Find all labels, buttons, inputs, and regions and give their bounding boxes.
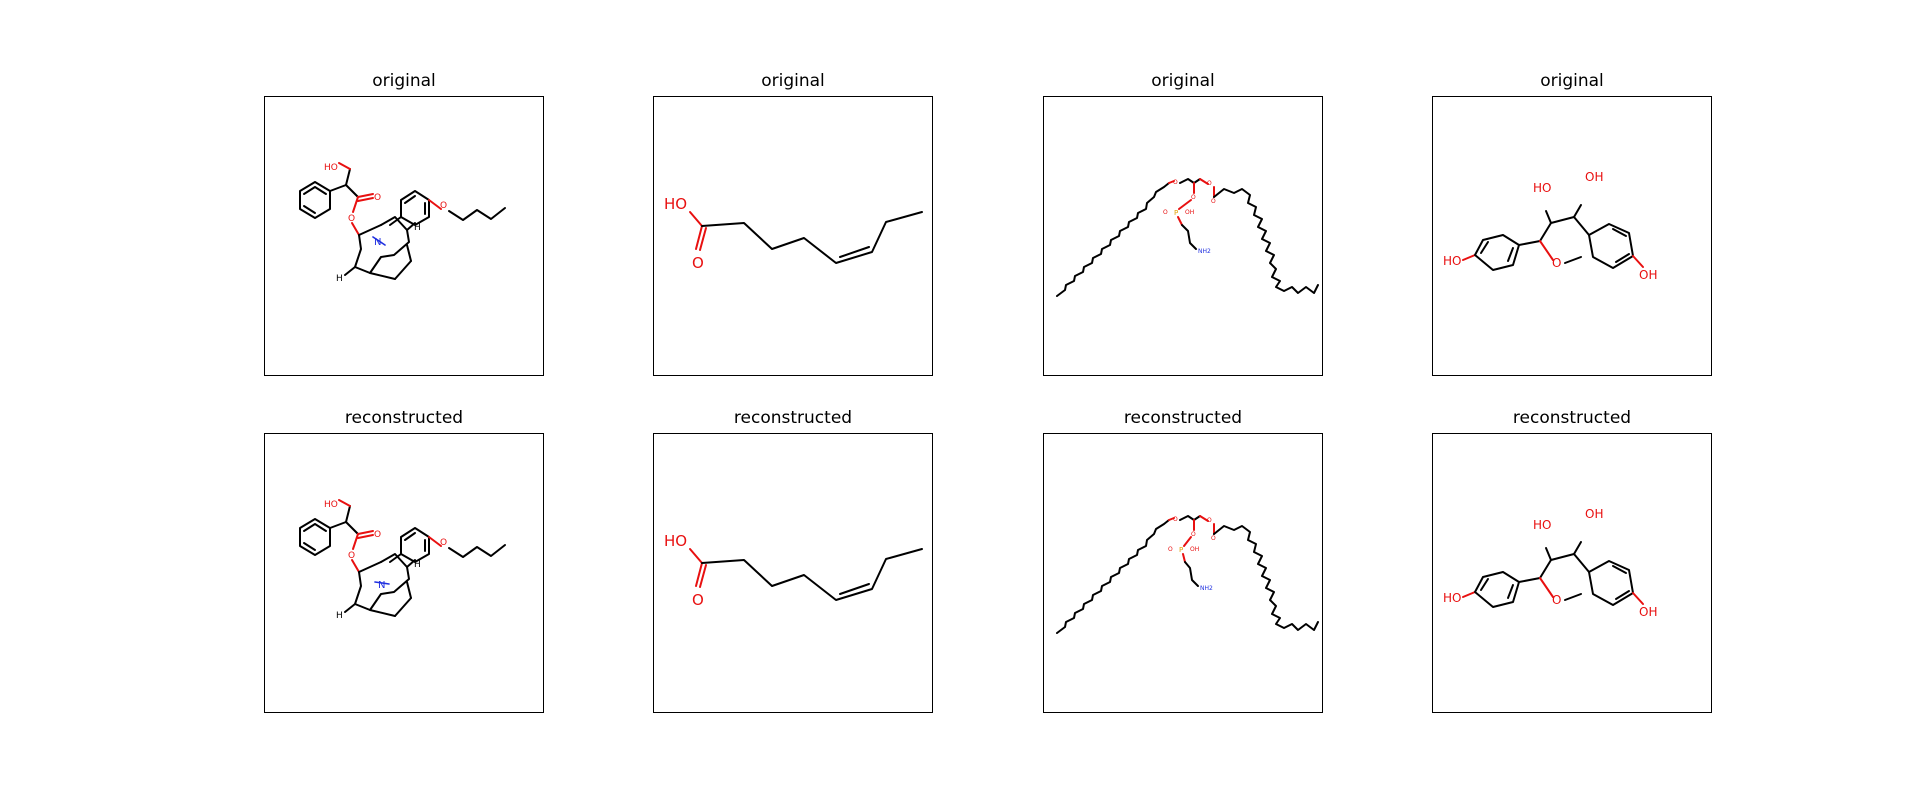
- atom-label: O: [440, 538, 447, 548]
- atom-label: O: [1173, 516, 1178, 523]
- atom-label: HO: [1533, 181, 1551, 195]
- panel-title: reconstructed: [344, 408, 464, 428]
- atom-label: HO: [1443, 591, 1461, 605]
- atom-label: O: [348, 214, 355, 224]
- panel-title: reconstructed: [733, 408, 853, 428]
- panel-title: original: [1540, 71, 1604, 91]
- atom-label: OH: [1585, 507, 1603, 521]
- atom-label: OH: [1585, 170, 1603, 184]
- atom-label: NH2: [1198, 248, 1211, 255]
- molecule-structure-1: HO O O N H H O: [299, 162, 506, 284]
- atom-label: P: [1179, 546, 1183, 554]
- atom-label: HO: [324, 163, 338, 173]
- molecule-frame: HO O: [653, 96, 933, 376]
- atom-label: O: [348, 551, 355, 561]
- panel-title: reconstructed: [1123, 408, 1243, 428]
- molecule-structure-2: HO O: [664, 195, 923, 272]
- atom-label: H: [414, 223, 421, 233]
- atom-label: O: [1168, 546, 1173, 553]
- atom-label: O: [1207, 180, 1212, 187]
- atom-label: O: [1552, 593, 1561, 607]
- atom-label: O: [1552, 256, 1561, 270]
- atom-label: OH: [1639, 268, 1657, 282]
- atom-label: H: [336, 611, 343, 621]
- atom-label: O: [1163, 209, 1168, 216]
- molecule-structure-3: O O O O P O OH NH2: [1056, 178, 1319, 297]
- atom-label: OH: [1185, 209, 1194, 216]
- atom-label: O: [1211, 198, 1216, 205]
- atom-label: O: [1211, 535, 1216, 542]
- panel-title: original: [372, 71, 436, 91]
- atom-label: O: [440, 201, 447, 211]
- molecule-frame: O O O O P O OH NH2: [1043, 96, 1323, 376]
- atom-label: H: [336, 274, 343, 284]
- molecule-structure-1: HO O O N H H O: [299, 499, 506, 621]
- atom-label: N: [378, 580, 385, 591]
- molecule-frame: O O O O P O OH NH2: [1043, 433, 1323, 713]
- atom-label: O: [1173, 179, 1178, 186]
- panel-title: original: [1151, 71, 1215, 91]
- molecule-structure-4: HO HO OH O OH: [1443, 507, 1657, 619]
- panel-title: reconstructed: [1512, 408, 1632, 428]
- molecule-structure-4: HO HO OH O OH: [1443, 170, 1657, 282]
- molecule-structure-3: O O O O P O OH NH2: [1056, 515, 1319, 634]
- molecule-frame: HO O: [653, 433, 933, 713]
- atom-label: HO: [1443, 254, 1461, 268]
- atom-label: NH2: [1200, 585, 1213, 592]
- atom-label: O: [1191, 194, 1196, 201]
- atom-label: P: [1174, 209, 1178, 217]
- molecule-frame: HO O O N H H O: [264, 96, 544, 376]
- panel-title: original: [761, 71, 825, 91]
- molecule-structure-2: HO O: [664, 532, 923, 609]
- atom-label: O: [374, 193, 381, 203]
- atom-label: HO: [1533, 518, 1551, 532]
- atom-label: HO: [664, 195, 687, 213]
- molecule-frame: HO HO OH O OH: [1432, 96, 1712, 376]
- atom-label: O: [1207, 517, 1212, 524]
- atom-label: HO: [664, 532, 687, 550]
- atom-label: H: [414, 560, 421, 570]
- molecule-frame: HO O O N H H O: [264, 433, 544, 713]
- atom-label: O: [1191, 531, 1196, 538]
- atom-label: N: [374, 237, 381, 248]
- atom-label: OH: [1190, 546, 1199, 553]
- atom-label: HO: [324, 500, 338, 510]
- atom-label: OH: [1639, 605, 1657, 619]
- atom-label: O: [692, 254, 704, 272]
- atom-label: O: [692, 591, 704, 609]
- atom-label: O: [374, 530, 381, 540]
- molecule-frame: HO HO OH O OH: [1432, 433, 1712, 713]
